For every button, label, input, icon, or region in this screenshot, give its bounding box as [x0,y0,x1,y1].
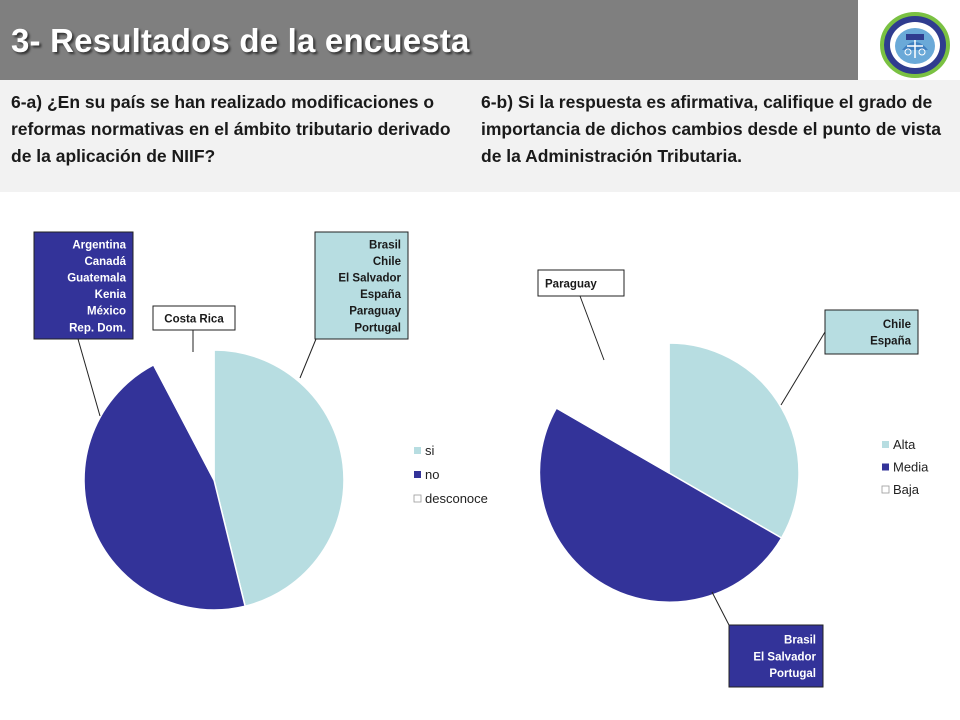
pie-chart-1: si no desconoce Brasil Chile El Salvador Españ… [33,231,488,611]
callout-country-brasil: Brasil [369,239,401,251]
legend-swatch-desconoce [413,494,422,503]
legend: si no desconoce [413,443,488,506]
callout-country-portugal: Portugal [354,322,401,334]
callout-box [314,231,409,340]
callout-box [537,269,625,297]
callout-country-brasil: Brasil [784,635,816,647]
legend-label-media: Media [893,460,929,475]
callout-country-paraguay: Paraguay [545,278,597,290]
callout-desconoce: Costa Rica [152,305,236,352]
question-bar [0,80,960,192]
callout-country-canada: Canadá [84,256,126,268]
callout-box [152,305,236,331]
callout-box [728,624,824,688]
pie-slice-si [213,349,345,608]
pie-slice-desconoce [152,349,215,481]
callout-country-portugal: Portugal [769,668,816,680]
callout-country-costa-rica: Costa Rica [164,313,224,325]
callout-country-espana: España [870,336,912,348]
callout-country-chile: Chile [883,319,911,331]
callout-country-el-salvador: El Salvador [338,273,401,285]
legend-swatch-alta [882,441,889,448]
callout-si: Brasil Chile El Salvador España Paraguay Port… [299,231,409,379]
callout-leader-line [77,338,101,417]
legend-label-alta: Alta [893,437,916,452]
organization-logo-icon [880,12,950,78]
callout-country-mexico: México [87,306,126,318]
callout-leader-line [579,295,605,361]
legend-swatch-media [882,463,889,471]
question-6a: 6-a) ¿En su país se han realizado modifi… [11,92,451,166]
callout-no: Argentina Canadá Guatemala Kenia México Rep. … [33,231,134,417]
callout-media: Brasil El Salvador Portugal [711,591,824,688]
legend-label-no: no [425,467,439,482]
title-bar [0,0,858,80]
callout-country-el-salvador: El Salvador [753,651,816,663]
callout-country-kenia: Kenia [95,289,127,301]
legend-label-desconoce: desconoce [425,491,488,506]
callout-country-rep-dom: Rep. Dom. [69,322,126,334]
callout-box [33,231,134,340]
legend: Alta Media Baja [881,437,929,497]
pie-slice-no [83,363,247,611]
callout-country-argentina: Argentina [72,239,126,251]
callout-country-guatemala: Guatemala [67,273,126,285]
callout-baja: Paraguay [537,269,625,361]
legend-label-si: si [425,443,435,458]
callout-leader-line [299,338,317,379]
callout-leader-line [711,591,730,626]
callout-country-chile: Chile [373,256,401,268]
legend-label-baja: Baja [893,482,920,497]
pie-slice-alta [668,342,800,540]
pie-slice-baja [555,342,670,475]
callout-country-paraguay: Paraguay [349,306,401,318]
callout-country-espana: España [360,289,402,301]
legend-swatch-baja [881,485,890,494]
pie-slice-media [538,406,783,603]
legend-swatch-si [414,447,421,454]
callout-box [824,309,919,355]
callout-alta: Chile España [780,309,919,406]
legend-swatch-no [414,471,421,478]
page-title: 3- Resultados de la encuesta [11,22,470,59]
callout-leader-line [780,331,826,406]
question-6b: 6-b) Si la respuesta es afirmativa, cali… [481,92,941,166]
pie-chart-2: Alta Media Baja Chile España Brasil El Salvado… [537,269,929,688]
